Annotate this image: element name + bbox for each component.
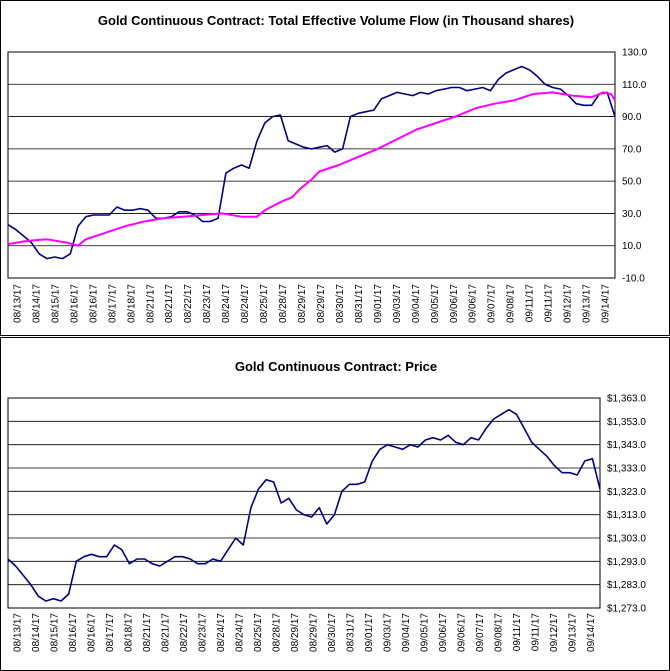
volume-x-tick-label: 08/30/17: [335, 284, 346, 323]
volume-y-tick-label: 130.0: [622, 48, 647, 59]
volume-flow-chart-title: Gold Continuous Contract: Total Effectiv…: [97, 13, 575, 28]
price-x-tick-label: 09/11/17: [530, 613, 541, 652]
price-x-tick-label: 09/06/17: [438, 613, 449, 652]
volume-y-tick-label: 30.0: [622, 209, 642, 220]
price-x-tick-label: 08/22/17: [179, 613, 190, 652]
price-x-tick-label: 08/30/17: [327, 613, 338, 652]
price-x-tick-label: 08/24/17: [234, 613, 245, 652]
price-x-tick-label: 09/06/17: [456, 613, 467, 652]
price-x-tick-label: 08/23/17: [197, 613, 208, 652]
volume-x-tick-label: 08/29/17: [297, 284, 308, 323]
price-x-tick-label: 08/29/17: [290, 613, 301, 652]
price-x-tick-label: 08/29/17: [308, 613, 319, 652]
price-x-tick-label: 08/25/17: [253, 613, 264, 652]
price-y-tick-label: $1,333.0: [607, 464, 646, 475]
price-x-tick-label: 09/03/17: [382, 613, 393, 652]
volume-x-tick-label: 09/05/17: [430, 284, 441, 323]
volume-x-tick-label: 09/04/17: [411, 284, 422, 323]
price-x-tick-label: 09/13/17: [567, 613, 578, 652]
volume-series-line-1: [7, 65, 616, 260]
volume-x-tick-label: 09/14/17: [601, 284, 612, 323]
price-x-tick-label: 09/05/17: [419, 613, 430, 652]
price-x-tick-label: 08/18/17: [123, 613, 134, 652]
price-x-tick-label: 08/28/17: [271, 613, 282, 652]
price-series-line-1: [7, 408, 601, 602]
volume-y-tick-label: 50.0: [622, 177, 642, 188]
volume-plot-area: [7, 51, 616, 279]
price-x-tick-label: 09/04/17: [401, 613, 412, 652]
volume-x-tick-label: 08/16/17: [88, 284, 99, 323]
volume-x-tick-label: 09/06/17: [449, 284, 460, 323]
volume-x-tick-label: 08/29/17: [316, 284, 327, 323]
price-x-tick-label: 08/16/17: [86, 613, 97, 652]
volume-x-tick-label: 08/21/17: [164, 284, 175, 323]
price-y-tick-label: $1,273.0: [607, 604, 646, 615]
volume-x-tick-label: 09/07/17: [487, 284, 498, 323]
price-y-tick-label: $1,313.0: [607, 510, 646, 521]
price-x-tick-label: 08/31/17: [345, 613, 356, 652]
price-y-tick-label: $1,303.0: [607, 534, 646, 545]
volume-x-tick-label: 09/11/17: [544, 284, 555, 323]
volume-x-tick-label: 09/06/17: [468, 284, 479, 323]
price-x-tick-label: 08/24/17: [216, 613, 227, 652]
volume-x-tick-label: 08/21/17: [145, 284, 156, 323]
price-y-tick-label: $1,293.0: [607, 557, 646, 568]
volume-x-tick-label: 08/31/17: [354, 284, 365, 323]
price-x-tick-label: 09/08/17: [493, 613, 504, 652]
volume-y-tick-label: -10.0: [622, 274, 645, 285]
price-plot-area: [7, 397, 601, 609]
volume-x-tick-label: 09/01/17: [373, 284, 384, 323]
price-x-tick-label: 09/12/17: [549, 613, 560, 652]
volume-x-tick-label: 08/24/17: [221, 284, 232, 323]
price-x-tick-label: 09/01/17: [364, 613, 375, 652]
price-y-tick-label: $1,353.0: [607, 417, 646, 428]
price-x-tick-label: 09/11/17: [512, 613, 523, 652]
price-y-tick-label: $1,343.0: [607, 440, 646, 451]
price-x-tick-label: 09/14/17: [586, 613, 597, 652]
price-x-tick-label: 08/16/17: [68, 613, 79, 652]
volume-x-tick-label: 08/14/17: [31, 284, 42, 323]
price-y-tick-label: $1,323.0: [607, 487, 646, 498]
price-chart-title: Gold Continuous Contract: Price: [234, 359, 438, 374]
volume-x-tick-label: 09/13/17: [582, 284, 593, 323]
volume-x-tick-label: 08/22/17: [183, 284, 194, 323]
volume-x-tick-label: 09/03/17: [392, 284, 403, 323]
volume-x-tick-label: 08/16/17: [69, 284, 80, 323]
volume-x-tick-label: 09/12/17: [563, 284, 574, 323]
price-x-tick-label: 08/21/17: [142, 613, 153, 652]
volume-y-tick-label: 90.0: [622, 112, 642, 123]
price-y-tick-label: $1,283.0: [607, 580, 646, 591]
volume-x-tick-label: 08/25/17: [259, 284, 270, 323]
volume-y-tick-label: 110.0: [622, 80, 647, 91]
volume-y-tick-label: 70.0: [622, 144, 642, 155]
volume-x-tick-label: 08/17/17: [107, 284, 118, 323]
volume-series-line-2: [7, 91, 616, 247]
volume-x-tick-label: 08/28/17: [278, 284, 289, 323]
price-x-tick-label: 08/17/17: [105, 613, 116, 652]
volume-x-tick-label: 09/11/17: [525, 284, 536, 323]
volume-x-tick-label: 08/24/17: [240, 284, 251, 323]
price-x-tick-label: 08/15/17: [49, 613, 60, 652]
price-x-tick-label: 08/21/17: [160, 613, 171, 652]
volume-x-tick-label: 08/18/17: [126, 284, 137, 323]
price-y-tick-label: $1,363.0: [607, 394, 646, 405]
volume-x-tick-label: 08/15/17: [50, 284, 61, 323]
price-x-tick-label: 08/13/17: [12, 613, 23, 652]
price-x-tick-label: 08/14/17: [31, 613, 42, 652]
volume-y-tick-label: 10.0: [622, 241, 642, 252]
volume-x-tick-label: 09/08/17: [506, 284, 517, 323]
volume-x-tick-label: 08/13/17: [12, 284, 23, 323]
price-x-tick-label: 09/07/17: [475, 613, 486, 652]
volume-x-tick-label: 08/23/17: [202, 284, 213, 323]
